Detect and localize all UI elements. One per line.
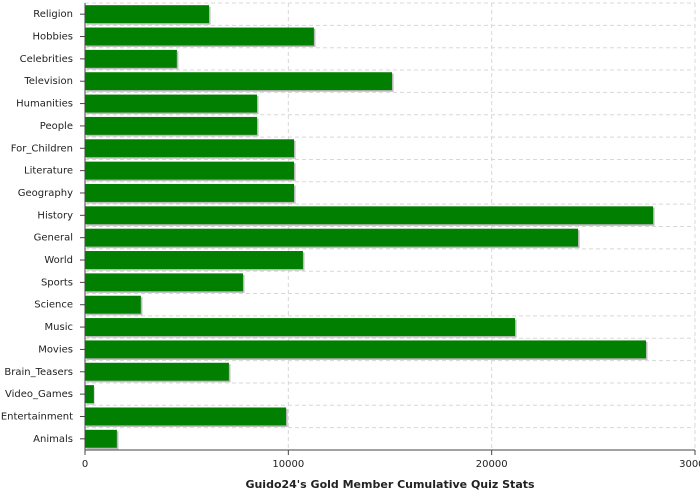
bar [85, 340, 646, 359]
bar [85, 429, 117, 448]
y-tick-label: Entertainment [1, 411, 73, 422]
y-tick-label: Movies [38, 344, 73, 355]
y-tick-label: Humanities [16, 99, 73, 110]
bar [85, 206, 654, 225]
bar [85, 273, 243, 292]
y-tick-label: General [34, 233, 73, 244]
y-tick-label: Television [23, 76, 73, 87]
bar [85, 5, 210, 24]
y-tick-label: Sports [41, 277, 73, 288]
y-tick-label: History [37, 210, 73, 221]
y-tick-label: Music [45, 322, 73, 333]
bar [85, 183, 295, 202]
bar [85, 27, 314, 46]
bar [85, 318, 516, 337]
bar [85, 251, 303, 270]
bar [85, 385, 94, 404]
y-tick-label: World [44, 255, 73, 266]
y-tick-label: Brain_Teasers [4, 367, 73, 378]
bar [85, 72, 393, 91]
x-tick-label: 10000 [272, 459, 304, 470]
bar [85, 94, 258, 113]
y-tick-label: Religion [33, 9, 73, 20]
chart-title: Guido24's Gold Member Cumulative Quiz St… [245, 478, 535, 491]
bar [85, 295, 141, 314]
y-tick-label: Hobbies [33, 32, 73, 43]
x-tick-label: 20000 [476, 459, 508, 470]
y-tick-label: Geography [18, 188, 73, 199]
bar [85, 228, 579, 247]
bar [85, 139, 295, 158]
y-tick-label: Celebrities [20, 54, 73, 65]
y-tick-label: Video_Games [5, 389, 73, 400]
y-tick-label: People [40, 121, 73, 132]
y-tick-label: Literature [24, 166, 73, 177]
y-tick-label: Animals [33, 434, 73, 445]
y-tick-label: Science [34, 300, 73, 311]
y-tick-label: For_Children [11, 143, 73, 154]
bar [85, 49, 177, 68]
bar [85, 362, 229, 381]
bar [85, 407, 287, 426]
bar [85, 161, 295, 180]
x-tick-label: 0 [82, 459, 88, 470]
bar [85, 116, 258, 135]
x-tick-label: 30000 [679, 459, 700, 470]
